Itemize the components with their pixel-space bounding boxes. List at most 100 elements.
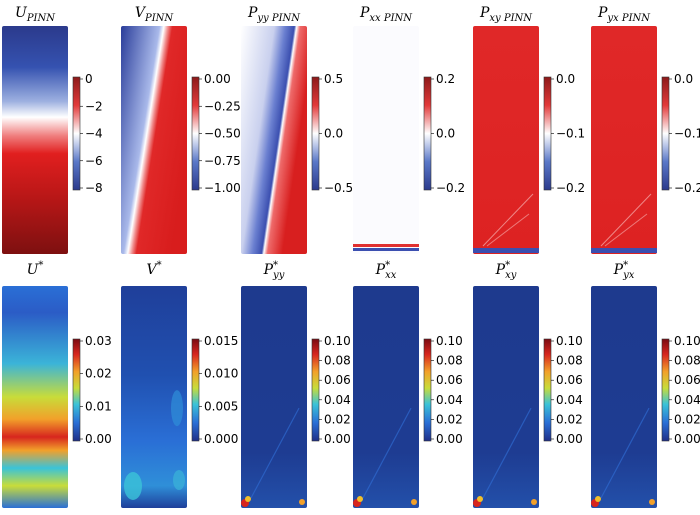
colorbar-tick-label: 0.2 bbox=[436, 72, 455, 86]
colorbar-tick-label: 0.02 bbox=[85, 367, 112, 381]
colorbar-tick-label: 0.04 bbox=[556, 393, 583, 407]
colorbar-tick-label: 0.005 bbox=[204, 399, 238, 413]
field-map bbox=[591, 286, 657, 508]
colorbar-tick-label: −8 bbox=[85, 181, 103, 195]
panel-title-sub: yx PINN bbox=[606, 13, 651, 24]
panel-title-main: V bbox=[135, 5, 147, 21]
panel-title: P* yx bbox=[613, 260, 635, 281]
panel-pxy-star: P* xy 0.10 0.08 0.06 0.04 0.02 0.00 bbox=[473, 260, 583, 508]
panel-title: VPINN bbox=[135, 5, 175, 24]
colorbar-tick-label: 0.0 bbox=[436, 127, 455, 141]
colorbar-tick-label: 0.00 bbox=[324, 432, 351, 446]
colorbar-tick-label: 0.04 bbox=[324, 393, 351, 407]
colorbar-tick-label: 0.00 bbox=[556, 432, 583, 446]
panel-u-star: U* 0.03 0.02 0.01 0.00 bbox=[2, 260, 112, 508]
panel-title-sup: * bbox=[38, 260, 43, 271]
colorbar-tick-label: −0.1 bbox=[556, 127, 585, 141]
field-map bbox=[591, 26, 657, 254]
colorbar-tick-label: 0.06 bbox=[556, 373, 583, 387]
colorbar-tick-label: 0.10 bbox=[674, 334, 700, 348]
panel-title-main: P bbox=[263, 262, 274, 278]
colorbar-tick-label: 0.0 bbox=[324, 127, 343, 141]
field-map bbox=[121, 26, 187, 254]
panel-title-main: P bbox=[375, 262, 386, 278]
panel-title-sub: PINN bbox=[144, 13, 174, 24]
panel-u-pinn: UPINN 0 −2 −4 −6 −8 bbox=[2, 5, 103, 254]
colorbar-tick-label: −2 bbox=[85, 99, 103, 113]
panel-title: Pyx PINN bbox=[597, 5, 651, 24]
panel-title: P* xy bbox=[495, 260, 517, 281]
colorbar-tick-label: 0.10 bbox=[556, 334, 583, 348]
colorbar-tick-label: 0.03 bbox=[85, 334, 112, 348]
panel-title-main: P bbox=[479, 5, 490, 21]
colorbar-tick-label: −0.75 bbox=[204, 154, 241, 168]
field-map bbox=[473, 26, 539, 254]
field-map bbox=[121, 286, 187, 508]
panel-title: V* bbox=[146, 260, 161, 278]
colorbar-tick-label: −0.25 bbox=[204, 99, 241, 113]
colorbar bbox=[311, 338, 320, 442]
panel-title-sup: * bbox=[505, 260, 510, 271]
panel-title-sup: * bbox=[273, 260, 278, 271]
colorbar-tick-label: 0.08 bbox=[324, 354, 351, 368]
panel-title-main: V bbox=[146, 262, 158, 278]
panel-title-sub: yy bbox=[272, 270, 285, 281]
colorbar bbox=[72, 76, 81, 191]
panel-title-main: U bbox=[15, 5, 28, 21]
panel-title: P* xx bbox=[375, 260, 397, 281]
colorbar-tick-label: 0.00 bbox=[674, 432, 700, 446]
colorbar-tick-label: −6 bbox=[85, 154, 103, 168]
colorbar-tick-label: 0.04 bbox=[674, 393, 700, 407]
colorbar-tick-label: 0.08 bbox=[674, 354, 700, 368]
panel-title-sub: xx PINN bbox=[369, 13, 413, 24]
colorbar-tick-label: 0.00 bbox=[204, 72, 231, 86]
colorbar bbox=[423, 76, 432, 191]
colorbar-tick-label: 0.02 bbox=[556, 412, 583, 426]
colorbar-tick-label: −4 bbox=[85, 127, 103, 141]
colorbar-tick-label: −1.00 bbox=[204, 181, 241, 195]
colorbar bbox=[543, 76, 552, 191]
colorbar bbox=[191, 338, 200, 442]
colorbar-tick-label: 0.01 bbox=[85, 399, 112, 413]
colorbar-tick-label: 0.5 bbox=[324, 72, 343, 86]
panel-pyx-pinn: Pyx PINN 0.0 −0.1 −0.2 bbox=[591, 5, 700, 254]
colorbar bbox=[311, 76, 320, 191]
colorbar-tick-label: 0.0 bbox=[674, 72, 693, 86]
colorbar-tick-label: −0.5 bbox=[324, 181, 353, 195]
colorbar-tick-label: 0.06 bbox=[674, 373, 700, 387]
colorbar-tick-label: 0.0 bbox=[556, 72, 575, 86]
panel-pyy-star: P* yy 0.10 0.08 0.06 0.04 0.02 0.00 bbox=[241, 260, 351, 508]
colorbar-tick-label: 0.06 bbox=[436, 373, 463, 387]
field-map bbox=[353, 286, 419, 508]
colorbar bbox=[661, 338, 670, 442]
panel-title-sub: PINN bbox=[26, 13, 56, 24]
field-map bbox=[473, 286, 539, 508]
colorbar bbox=[661, 76, 670, 191]
panel-title-main: P bbox=[495, 262, 506, 278]
field-map bbox=[2, 286, 68, 508]
colorbar-tick-label: 0.04 bbox=[436, 393, 463, 407]
panel-title-sub: xy bbox=[505, 270, 517, 281]
panel-title: Pxx PINN bbox=[359, 5, 413, 24]
colorbar-tick-label: −0.2 bbox=[556, 181, 585, 195]
colorbar-tick-label: 0.015 bbox=[204, 334, 238, 348]
panel-title-sup: * bbox=[623, 260, 628, 271]
panel-pyx-star: P* yx 0.10 0.08 0.06 0.04 0.02 0.00 bbox=[591, 260, 700, 508]
colorbar-tick-label: 0.02 bbox=[324, 412, 351, 426]
panel-title: U* bbox=[27, 260, 44, 278]
panel-title-sub: xx bbox=[385, 270, 397, 281]
colorbar-tick-label: 0.08 bbox=[556, 354, 583, 368]
panel-title: Pyy PINN bbox=[247, 5, 301, 24]
panel-title-sup: * bbox=[385, 260, 390, 271]
panel-v-pinn: VPINN 0.00 −0.25 −0.50 −0.75 −1.00 bbox=[121, 5, 241, 254]
panel-title: P* yy bbox=[263, 260, 285, 281]
colorbar-tick-label: −0.1 bbox=[674, 127, 700, 141]
panel-v-star: V* 0.015 0.010 0.005 0.000 bbox=[121, 260, 238, 508]
panel-title-sub: yy PINN bbox=[256, 13, 301, 24]
colorbar-tick-label: 0.00 bbox=[85, 432, 112, 446]
panel-pxy-pinn: Pxy PINN 0.0 −0.1 −0.2 bbox=[473, 5, 585, 254]
panel-title-main: P bbox=[613, 262, 624, 278]
panel-pyy-pinn: Pyy PINN 0.5 0.0 −0.5 bbox=[241, 5, 353, 254]
panel-title-main: P bbox=[359, 5, 370, 21]
colorbar-tick-label: 0.02 bbox=[674, 412, 700, 426]
